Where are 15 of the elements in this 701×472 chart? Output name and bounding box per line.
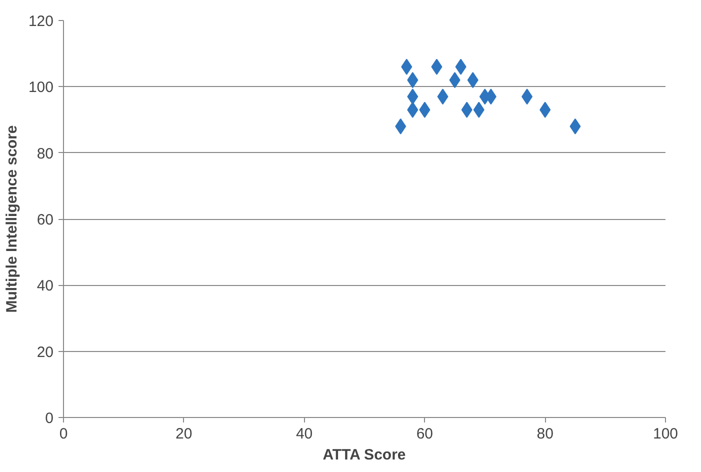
y-tick-label: 20 [36, 344, 54, 361]
x-tick-label: 60 [416, 426, 434, 442]
x-tick-label: 40 [296, 426, 313, 442]
x-tick-label: 100 [652, 426, 678, 442]
y-tick-label: 100 [28, 79, 54, 96]
x-tick-label: 80 [536, 426, 554, 442]
y-tick-label: 120 [28, 13, 54, 30]
x-tick-label: 0 [59, 426, 68, 442]
y-tick-label: 80 [36, 145, 54, 162]
x-tick-label: 20 [176, 426, 192, 442]
y-axis-title: Multiple Intelligence score [3, 125, 20, 313]
y-tick-label: 60 [36, 212, 54, 228]
y-tick-label: 40 [36, 278, 54, 295]
x-axis-title: ATTA Score [322, 446, 406, 464]
y-tick-label: 0 [45, 410, 54, 427]
